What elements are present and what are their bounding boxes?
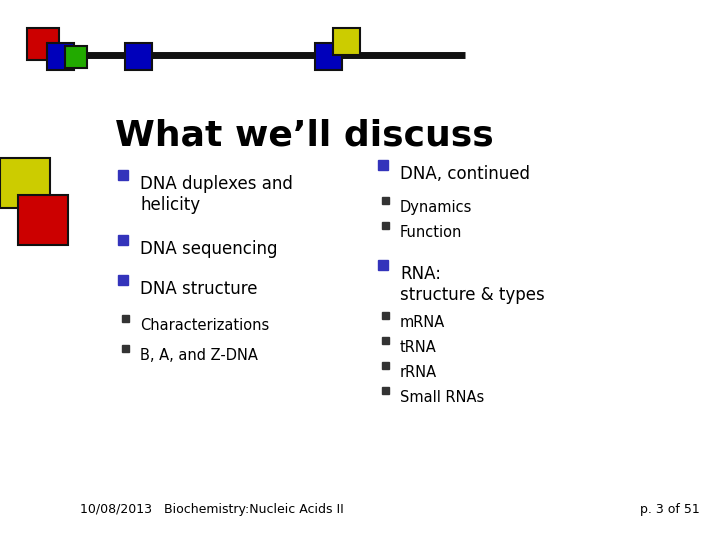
Bar (382, 197, 389, 204)
Text: What we’ll discuss: What we’ll discuss (115, 118, 494, 152)
Text: Function: Function (400, 225, 462, 240)
Text: Characterizations: Characterizations (140, 318, 269, 333)
Bar (378, 160, 388, 170)
Bar (125, 43, 152, 70)
Text: Small RNAs: Small RNAs (400, 390, 485, 405)
Bar (382, 312, 389, 319)
Bar (382, 361, 389, 368)
Text: 10/08/2013   Biochemistry:Nucleic Acids II: 10/08/2013 Biochemistry:Nucleic Acids II (80, 503, 343, 516)
Bar (0, 158, 50, 208)
Text: tRNA: tRNA (400, 340, 437, 355)
Bar (382, 336, 389, 343)
Text: DNA structure: DNA structure (140, 280, 258, 298)
Text: DNA sequencing: DNA sequencing (140, 240, 277, 258)
Text: B, A, and Z-DNA: B, A, and Z-DNA (140, 348, 258, 363)
Bar (65, 46, 87, 68)
Bar (122, 345, 129, 352)
Bar (47, 43, 74, 70)
Text: RNA:
structure & types: RNA: structure & types (400, 265, 545, 304)
Bar (382, 387, 389, 394)
Bar (315, 43, 342, 70)
Bar (382, 221, 389, 228)
Bar (18, 195, 68, 245)
Text: mRNA: mRNA (400, 315, 445, 330)
Bar (333, 28, 360, 55)
Text: DNA, continued: DNA, continued (400, 165, 530, 183)
Bar (118, 170, 128, 180)
Text: rRNA: rRNA (400, 365, 437, 380)
Bar (27, 28, 59, 60)
Bar (122, 314, 129, 321)
Bar (378, 260, 388, 270)
Bar (118, 275, 128, 285)
Text: Dynamics: Dynamics (400, 200, 472, 215)
Text: DNA duplexes and
helicity: DNA duplexes and helicity (140, 175, 293, 214)
Text: p. 3 of 51: p. 3 of 51 (640, 503, 700, 516)
Bar (118, 235, 128, 245)
